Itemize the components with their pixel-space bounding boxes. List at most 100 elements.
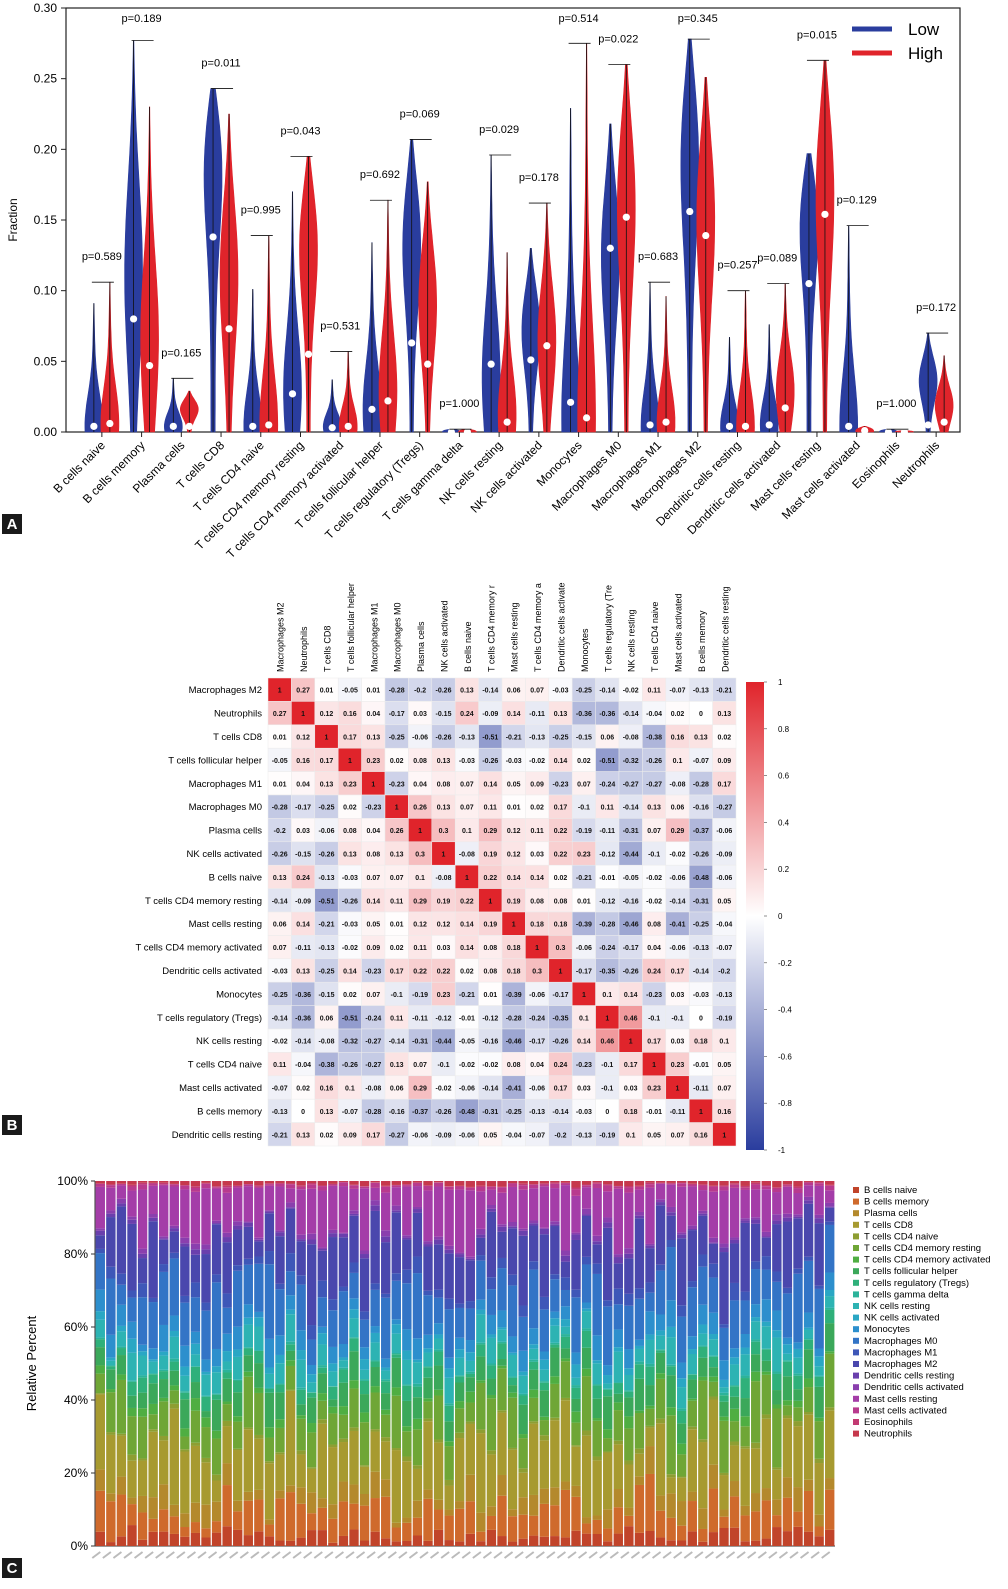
cell-value: 1 <box>676 1086 680 1093</box>
sample-bar <box>212 1181 221 1546</box>
bar-segment <box>550 1420 559 1487</box>
bar-segment <box>635 1190 644 1212</box>
bar-segment <box>508 1385 517 1393</box>
bar-segment <box>645 1283 654 1293</box>
bar-segment <box>476 1541 485 1546</box>
bar-segment <box>740 1223 749 1292</box>
bar-segment <box>550 1536 559 1546</box>
bar-segment <box>201 1184 210 1188</box>
bar-segment <box>222 1485 231 1526</box>
bar-segment <box>233 1416 242 1421</box>
cell-value: 0.13 <box>390 1062 404 1069</box>
cell-value: -0.14 <box>389 1039 405 1046</box>
bar-segment <box>550 1181 559 1182</box>
cell-value: 0.46 <box>624 1015 638 1022</box>
bar-segment <box>328 1371 337 1386</box>
cell-value: 0.05 <box>366 922 380 929</box>
cell-value: 0 <box>699 711 703 718</box>
bar-segment <box>571 1290 580 1298</box>
column-label: T cells regulatory (Tre <box>603 585 613 672</box>
bar-segment <box>244 1347 253 1348</box>
bar-segment <box>814 1286 823 1289</box>
bar-segment <box>550 1221 559 1224</box>
bar-segment <box>413 1186 422 1207</box>
bar-segment <box>201 1244 210 1249</box>
bar-segment <box>582 1187 591 1209</box>
bar-segment <box>740 1218 749 1220</box>
bar-segment <box>318 1281 327 1298</box>
cell-value: -0.25 <box>272 992 288 999</box>
bar-segment <box>740 1181 749 1186</box>
median-point <box>186 423 193 430</box>
bar-segment <box>127 1181 136 1185</box>
bar-segment <box>96 1249 105 1253</box>
bar-segment <box>740 1515 749 1541</box>
bar-segment <box>455 1349 464 1358</box>
bar-segment <box>212 1475 221 1481</box>
cell-value: 0.22 <box>554 852 568 859</box>
cell-value: -0.03 <box>506 758 522 765</box>
bar-segment <box>645 1426 654 1428</box>
sample-id-label <box>240 1552 248 1558</box>
bar-segment <box>762 1256 771 1269</box>
bar-segment <box>793 1421 802 1426</box>
bar-segment <box>677 1232 686 1234</box>
bar-segment <box>170 1390 179 1403</box>
bar-segment <box>571 1297 580 1352</box>
cell-value: 0.08 <box>507 1062 521 1069</box>
bar-segment <box>825 1290 834 1296</box>
bar-segment <box>688 1229 697 1230</box>
sample-id-label <box>452 1552 460 1558</box>
bar-segment <box>360 1250 369 1254</box>
bar-segment <box>518 1438 527 1468</box>
bar-segment <box>106 1358 115 1361</box>
bar-segment <box>497 1327 506 1329</box>
cell-value: 0.03 <box>624 1086 638 1093</box>
cell-value: -0.04 <box>295 1062 311 1069</box>
bar-segment <box>709 1243 718 1244</box>
bar-segment <box>444 1441 453 1446</box>
bar-segment <box>180 1393 189 1400</box>
bar-segment <box>793 1188 802 1193</box>
bar-segment <box>561 1256 570 1262</box>
bar-segment <box>730 1445 739 1481</box>
bar-segment <box>96 1253 105 1290</box>
bar-segment <box>571 1364 580 1377</box>
cell-value: 0.19 <box>483 852 497 859</box>
bar-segment <box>296 1285 305 1331</box>
sample-bar <box>783 1181 792 1546</box>
cell-value: -0.28 <box>389 688 405 695</box>
cell-value: -0.14 <box>623 711 639 718</box>
bar-segment <box>540 1383 549 1391</box>
cell-value: 0.02 <box>343 992 357 999</box>
cell-value: -0.17 <box>529 1039 545 1046</box>
bar-segment <box>518 1434 527 1438</box>
bar-segment <box>413 1213 422 1257</box>
bar-segment <box>244 1325 253 1348</box>
bar-segment <box>127 1322 136 1339</box>
bar-segment <box>466 1424 475 1475</box>
cell-value: -0.11 <box>295 945 311 952</box>
cell-value: -0.25 <box>553 735 569 742</box>
bar-segment <box>233 1181 242 1186</box>
bar-segment <box>793 1269 802 1274</box>
bar-segment <box>783 1214 792 1218</box>
panel-label-b: B <box>2 1115 22 1135</box>
legend-swatch <box>853 1257 859 1263</box>
bar-segment <box>466 1352 475 1361</box>
bar-segment <box>307 1340 316 1365</box>
cell-value: -0.27 <box>365 1062 381 1069</box>
bar-segment <box>180 1246 189 1295</box>
bar-segment <box>709 1238 718 1243</box>
cell-value: 0.18 <box>554 922 568 929</box>
median-point <box>408 339 415 346</box>
sample-id-label <box>283 1552 291 1558</box>
bar-segment <box>296 1538 305 1546</box>
cell-value: -0.31 <box>482 1109 498 1116</box>
bar-segment <box>751 1224 760 1262</box>
p-value-label: p=0.257 <box>717 260 757 272</box>
bar-segment <box>402 1181 411 1184</box>
row-label: NK cells activated <box>186 849 262 860</box>
bar-segment <box>772 1338 781 1372</box>
